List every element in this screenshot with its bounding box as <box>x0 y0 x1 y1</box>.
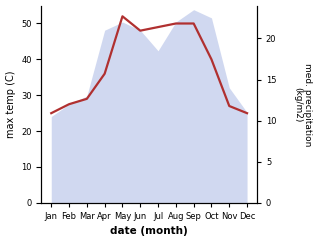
Y-axis label: med. precipitation
(kg/m2): med. precipitation (kg/m2) <box>293 62 313 146</box>
Y-axis label: max temp (C): max temp (C) <box>5 70 16 138</box>
X-axis label: date (month): date (month) <box>110 227 188 236</box>
